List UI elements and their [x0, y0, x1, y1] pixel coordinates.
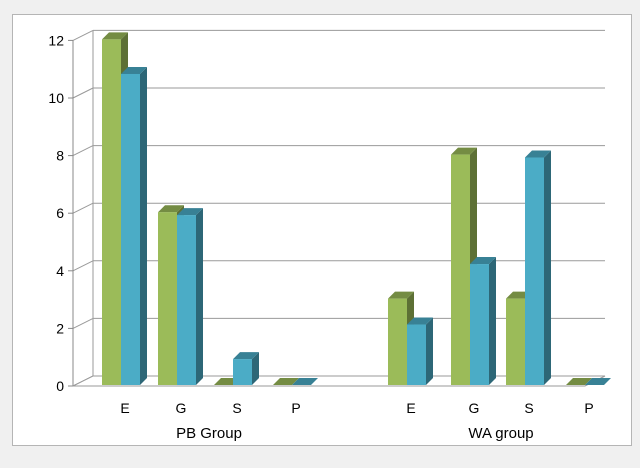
- y-tick-label: 6: [56, 205, 64, 221]
- bar-side: [196, 208, 203, 385]
- bar-side: [140, 66, 147, 386]
- bar-side: [544, 150, 551, 385]
- gridline-depth: [72, 202, 94, 214]
- bar-top: [585, 378, 611, 385]
- x-tick-label: E: [120, 400, 129, 416]
- bar-top: [233, 352, 259, 360]
- bar: [177, 208, 203, 385]
- gridline-depth: [72, 145, 94, 157]
- bar-top: [451, 147, 477, 155]
- bar-top: [566, 378, 592, 385]
- bar-top: [158, 205, 184, 213]
- y-tick-label: 0: [56, 378, 64, 394]
- bar-front: [407, 324, 426, 385]
- bar: [585, 378, 611, 385]
- bar-front: [121, 73, 140, 386]
- bar-top: [388, 291, 414, 299]
- y-tick-label: 12: [48, 32, 64, 48]
- bar-front: [451, 154, 470, 385]
- bar-top: [102, 32, 128, 40]
- x-tick-label: E: [406, 400, 415, 416]
- x-tick-label: G: [176, 400, 187, 416]
- bar-front: [525, 157, 544, 385]
- bar-side: [489, 257, 496, 385]
- bar-side: [426, 317, 433, 385]
- gridline-depth: [72, 87, 94, 99]
- x-tick-label: S: [232, 400, 241, 416]
- bar-top: [121, 66, 147, 74]
- bar-front: [506, 298, 525, 385]
- bar: [566, 378, 592, 385]
- bar-top: [292, 378, 318, 385]
- bar-top: [407, 317, 433, 325]
- y-tick-label: 2: [56, 320, 64, 336]
- x-tick-label: P: [291, 400, 300, 416]
- x-tick-label: P: [584, 400, 593, 416]
- bar-front: [233, 359, 252, 385]
- bar-side: [252, 352, 259, 385]
- group-label: WA group: [468, 425, 533, 442]
- gridline-depth: [72, 260, 94, 272]
- bar-top: [525, 150, 551, 158]
- bar-front: [158, 212, 177, 385]
- bar-front: [388, 298, 407, 385]
- bar: [407, 317, 433, 385]
- chart-frame: 0 2 4 6 8 10 12 E G S P PB Group E G S P WA group: [12, 14, 632, 446]
- x-tick-label: G: [469, 400, 480, 416]
- bar-front: [470, 264, 489, 385]
- bar-front: [177, 215, 196, 385]
- bar-top: [177, 208, 203, 216]
- labels: 0 2 4 6 8 10 12 E G S P PB Group E G S P WA group: [48, 32, 593, 442]
- bars: [102, 32, 611, 386]
- gridline-depth: [72, 29, 94, 41]
- bar-top: [273, 378, 299, 385]
- bar: [121, 66, 147, 386]
- x-tick-label: S: [524, 400, 533, 416]
- y-tick-label: 4: [56, 263, 64, 279]
- bar: [470, 257, 496, 385]
- group-label: PB Group: [176, 425, 242, 442]
- bar: [233, 352, 259, 385]
- bar-front: [102, 39, 121, 386]
- bar-chart: 0 2 4 6 8 10 12 E G S P PB Group E G S P WA group: [48, 29, 611, 442]
- y-tick-label: 8: [56, 148, 64, 164]
- gridline-depth: [72, 317, 94, 329]
- bar-top: [470, 257, 496, 265]
- bar: [525, 150, 551, 385]
- bar: [292, 378, 318, 385]
- y-tick-label: 10: [48, 90, 64, 106]
- bar: [273, 378, 299, 385]
